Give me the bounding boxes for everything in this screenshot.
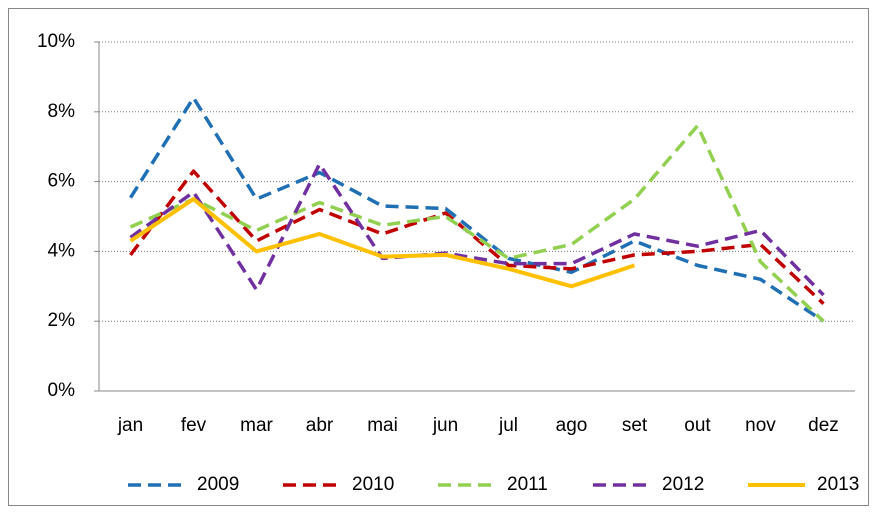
legend-label: 2012 (662, 474, 704, 495)
y-tick-label: 4% (48, 240, 76, 261)
x-tick-label: fev (181, 415, 207, 436)
y-tick-label: 0% (48, 380, 76, 401)
x-tick-label: jan (117, 415, 143, 436)
legend-label: 2011 (507, 474, 548, 495)
series-line (129, 124, 825, 323)
x-tick-label: mai (367, 415, 398, 436)
series-line (129, 169, 825, 306)
y-tick-label: 8% (48, 101, 76, 122)
x-tick-label: mar (240, 415, 273, 436)
x-tick-label: nov (745, 415, 776, 436)
x-tick-label: jun (432, 415, 458, 436)
series-line (129, 96, 825, 323)
legend-label: 2013 (817, 474, 859, 495)
legend-label: 2010 (352, 474, 394, 495)
series-line (129, 162, 825, 297)
y-tick-label: 2% (48, 310, 76, 331)
x-tick-label: dez (808, 415, 839, 436)
x-tick-label: jul (498, 415, 518, 436)
x-tick-label: out (684, 415, 711, 436)
series-line (129, 197, 636, 289)
x-tick-label: abr (306, 415, 334, 436)
x-tick-label: ago (556, 415, 588, 436)
y-tick-label: 10% (37, 31, 75, 52)
x-tick-label: set (622, 415, 648, 436)
legend-label: 2009 (197, 474, 239, 495)
y-tick-label: 6% (48, 171, 76, 192)
